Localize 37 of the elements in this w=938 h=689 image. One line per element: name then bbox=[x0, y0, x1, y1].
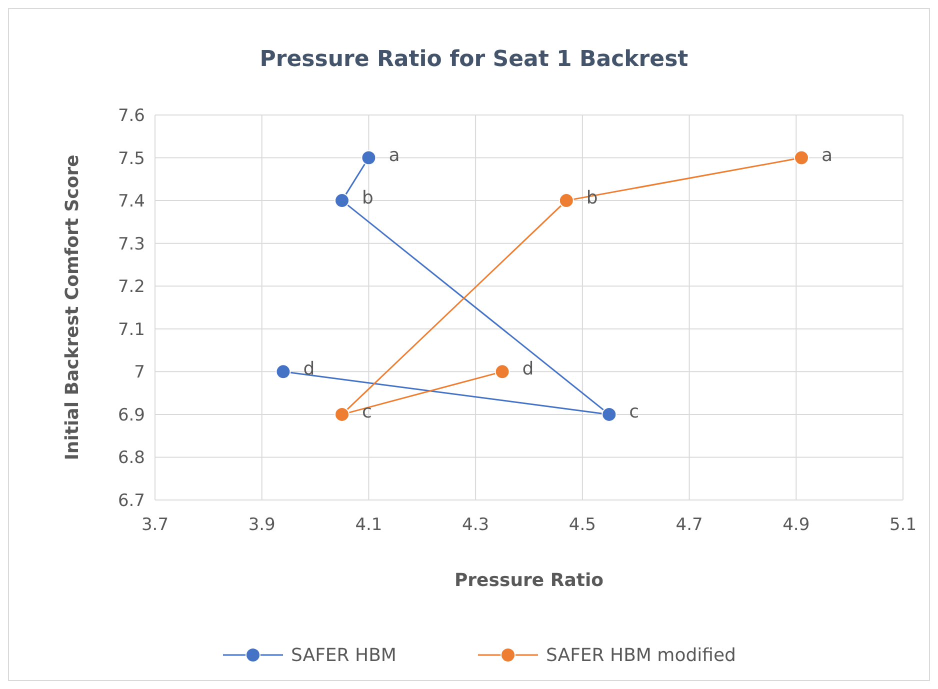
x-tick-label: 5.1 bbox=[889, 515, 917, 535]
x-tick-label: 4.7 bbox=[676, 515, 703, 535]
x-tick-label: 3.9 bbox=[248, 515, 276, 535]
point bbox=[794, 150, 809, 166]
annotation: a bbox=[821, 144, 833, 166]
y-tick-label: 7.6 bbox=[118, 106, 145, 126]
y-tick-label: 7 bbox=[134, 362, 145, 383]
x-tick-label: 3.7 bbox=[141, 515, 169, 535]
y-axis-title: Initial Backrest Comfort Score bbox=[62, 154, 83, 460]
point bbox=[334, 193, 350, 208]
legend-label: SAFER HBM modified bbox=[546, 645, 736, 666]
legend-label: SAFER HBM bbox=[291, 645, 396, 666]
point bbox=[602, 406, 617, 422]
annotation: d bbox=[522, 358, 534, 380]
x-tick-label: 4.5 bbox=[568, 515, 596, 535]
point bbox=[334, 406, 350, 422]
annotation: d bbox=[303, 358, 315, 380]
y-tick-label: 7.3 bbox=[118, 234, 145, 254]
x-tick-label: 4.9 bbox=[782, 515, 810, 535]
annotation: c bbox=[629, 401, 640, 422]
chart-title: Pressure Ratio for Seat 1 Backrest bbox=[260, 47, 689, 72]
y-tick-label: 6.8 bbox=[118, 448, 145, 468]
x-axis-title: Pressure Ratio bbox=[454, 570, 604, 591]
annotation: b bbox=[362, 188, 374, 209]
y-tick-label: 6.9 bbox=[118, 405, 145, 426]
annotation: a bbox=[388, 144, 400, 166]
point bbox=[361, 150, 376, 166]
x-tick-label: 4.3 bbox=[462, 515, 490, 535]
point bbox=[494, 364, 510, 380]
y-tick-label: 7.4 bbox=[118, 192, 145, 212]
point bbox=[558, 193, 574, 208]
point bbox=[276, 364, 291, 380]
y-tick-label: 7.5 bbox=[118, 148, 145, 169]
y-tick-label: 6.7 bbox=[118, 491, 145, 511]
y-tick-label: 7.2 bbox=[118, 277, 145, 298]
y-tick-label: 7.1 bbox=[118, 320, 145, 340]
x-tick-label: 4.1 bbox=[355, 515, 382, 535]
